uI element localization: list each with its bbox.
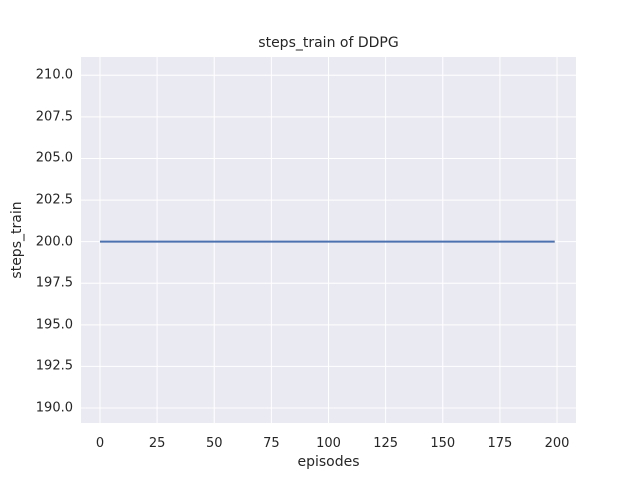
x-tick-label: 150 <box>430 436 456 451</box>
y-axis-label: steps_train <box>9 201 25 279</box>
x-axis-label: episodes <box>297 454 360 470</box>
x-tick-label: 200 <box>544 436 570 451</box>
chart-title: steps_train of DDPG <box>258 35 399 51</box>
x-tick-label: 25 <box>148 436 166 451</box>
y-tick-label: 202.5 <box>35 192 73 208</box>
y-tick-label: 207.5 <box>35 109 73 125</box>
y-tick-label: 200.0 <box>35 234 73 250</box>
x-tick-label: 175 <box>487 436 513 451</box>
plot-canvas <box>81 57 576 423</box>
x-tick-label: 75 <box>263 436 280 451</box>
x-tick-label: 50 <box>205 436 223 451</box>
y-tick-label: 210.0 <box>35 67 73 83</box>
plot-area <box>81 57 576 423</box>
x-tick-label: 125 <box>373 436 399 451</box>
y-tick-label: 197.5 <box>35 275 73 291</box>
y-tick-label: 195.0 <box>35 317 73 333</box>
y-tick-label: 205.0 <box>35 150 73 166</box>
y-tick-label: 192.5 <box>35 358 73 374</box>
y-tick-label: 190.0 <box>35 400 73 416</box>
x-tick-label: 100 <box>316 436 341 451</box>
x-tick-label: 0 <box>95 436 105 451</box>
